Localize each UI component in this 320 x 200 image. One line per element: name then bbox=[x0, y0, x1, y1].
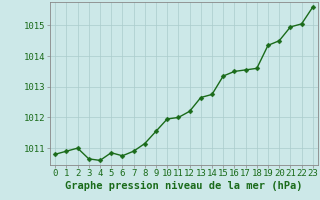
X-axis label: Graphe pression niveau de la mer (hPa): Graphe pression niveau de la mer (hPa) bbox=[65, 181, 303, 191]
